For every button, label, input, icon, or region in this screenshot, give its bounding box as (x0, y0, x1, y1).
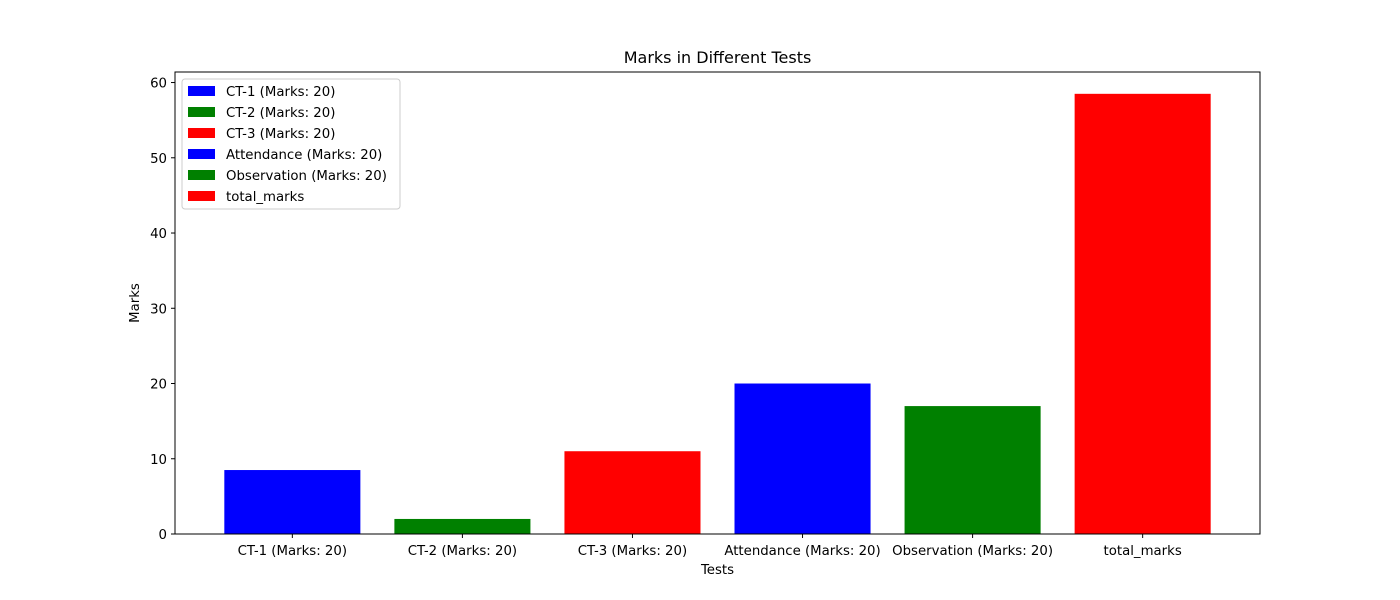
legend-swatch-3 (188, 149, 215, 159)
y-tick-label-1: 10 (150, 453, 167, 468)
bar-0 (224, 470, 361, 534)
bar-2 (564, 451, 701, 534)
x-tick-label-0: CT-1 (Marks: 20) (238, 544, 347, 559)
y-tick-label-4: 40 (150, 227, 167, 242)
chart-title: Marks in Different Tests (624, 48, 812, 67)
y-axis-label: Marks (128, 283, 143, 323)
legend-label-3: Attendance (Marks: 20) (226, 148, 382, 163)
x-tick-label-4: Observation (Marks: 20) (892, 544, 1053, 559)
bars-group (224, 93, 1211, 534)
x-axis-label: Tests (700, 563, 734, 578)
bar-3 (734, 383, 871, 534)
legend-label-1: CT-2 (Marks: 20) (226, 106, 335, 121)
x-tick-label-3: Attendance (Marks: 20) (724, 544, 880, 559)
x-tick-label-1: CT-2 (Marks: 20) (408, 544, 517, 559)
bar-5 (1074, 93, 1211, 534)
y-tick-label-6: 60 (150, 77, 167, 92)
y-tick-label-2: 20 (150, 378, 167, 393)
legend-swatch-1 (188, 107, 215, 117)
y-tick-label-5: 50 (150, 152, 167, 167)
legend: CT-1 (Marks: 20) CT-2 (Marks: 20) CT-3 (Ma… (181, 78, 401, 210)
legend-swatch-5 (188, 191, 215, 201)
legend-label-2: CT-3 (Marks: 20) (226, 127, 335, 142)
legend-swatch-2 (188, 128, 215, 138)
x-tick-label-2: CT-3 (Marks: 20) (578, 544, 687, 559)
bar-4 (904, 406, 1041, 534)
y-axis-ticks: 0 10 20 30 40 50 60 (150, 77, 175, 543)
plot-frame (174, 71, 1261, 535)
bar-1 (394, 518, 531, 534)
y-tick-label-3: 30 (150, 302, 167, 317)
legend-label-0: CT-1 (Marks: 20) (226, 85, 335, 100)
legend-swatch-0 (188, 86, 215, 96)
x-tick-label-5: total_marks (1104, 544, 1182, 559)
y-tick-label-0: 0 (159, 528, 167, 543)
legend-frame (181, 78, 401, 210)
legend-label-5: total_marks (226, 190, 304, 205)
x-axis-ticks: CT-1 (Marks: 20) CT-2 (Marks: 20) CT-3 (Ma… (238, 534, 1182, 559)
legend-entries: CT-1 (Marks: 20) CT-2 (Marks: 20) CT-3 (Ma… (188, 85, 387, 205)
legend-swatch-4 (188, 170, 215, 180)
legend-label-4: Observation (Marks: 20) (226, 169, 387, 184)
